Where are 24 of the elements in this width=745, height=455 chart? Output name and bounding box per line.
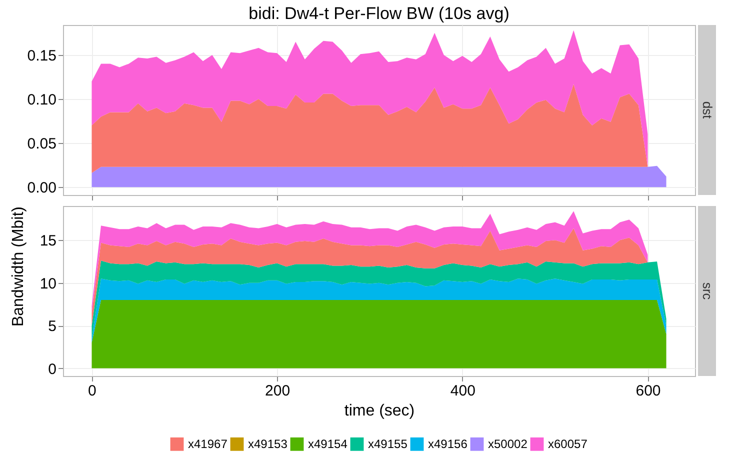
legend-label: x60057 <box>548 437 588 452</box>
legend-label: x49155 <box>368 437 408 452</box>
x-tick-label: 200 <box>265 382 290 400</box>
y-tick-label: 5 <box>48 318 56 336</box>
legend-label: x50002 <box>488 437 528 452</box>
chart-title: bidi: Dw4-t Per-Flow BW (10s avg) <box>248 4 510 23</box>
legend-label: x49154 <box>308 437 348 452</box>
text: dst <box>700 101 715 120</box>
y-tick-label: 0.10 <box>27 91 56 108</box>
x-tick-label: 600 <box>636 382 661 400</box>
x-tick-label: 400 <box>450 382 476 400</box>
y-tick-label: 0.00 <box>27 180 56 197</box>
y-axis-title: Bandwidth (Mbit) <box>10 206 27 327</box>
y-tick-label: 10 <box>40 275 56 292</box>
text: src <box>700 282 715 300</box>
legend-label: x49156 <box>428 437 468 452</box>
x-tick-label: 0 <box>88 382 96 400</box>
legend-label: x49153 <box>248 437 288 452</box>
x-axis-title: time (sec) <box>344 402 415 420</box>
legend-label: x41967 <box>188 437 228 452</box>
y-tick-label: 0 <box>48 360 56 378</box>
y-tick-label: 0.15 <box>27 47 56 64</box>
y-tick-label: 15 <box>40 232 56 250</box>
y-tick-label: 0.05 <box>27 136 56 153</box>
